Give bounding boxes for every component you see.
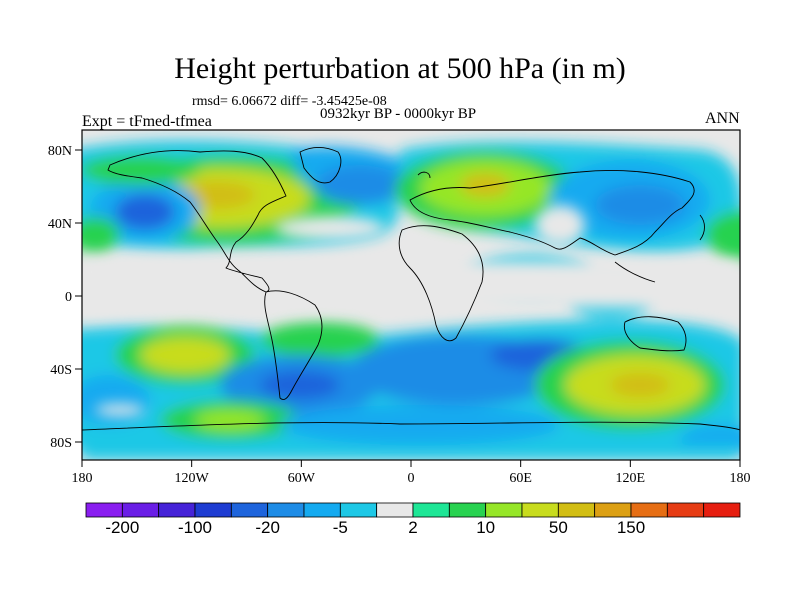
longitude-axis: 180 120W 60W 0 60E 120E 180: [72, 460, 751, 486]
colorbar-swatch: [485, 502, 523, 518]
lat-label: 40S: [50, 363, 72, 378]
colorbar-swatch: [194, 502, 232, 518]
colorbar: -200 -100 -20 -5 2 10 50 150: [85, 502, 741, 537]
colorbar-label: -200: [105, 518, 139, 537]
colorbar-swatch: [448, 502, 487, 518]
stats-label: rmsd= 6.06672 diff= -3.45425e-08: [192, 94, 387, 109]
lon-label: 120E: [616, 471, 646, 486]
colorbar-label: -20: [255, 518, 280, 537]
colorbar-swatch: [267, 502, 305, 518]
colorbar-swatch: [630, 502, 668, 518]
colorbar-swatch: [412, 502, 450, 518]
colorbar-swatch: [594, 502, 632, 518]
colorbar-swatch: [376, 502, 414, 518]
plot-title: Height perturbation at 500 hPa (in m): [174, 52, 626, 85]
lat-label: 80N: [48, 144, 72, 159]
lon-label: 0: [408, 471, 415, 486]
contour-field: [82, 130, 740, 460]
colorbar-label: 150: [617, 518, 645, 537]
colorbar-label: 50: [549, 518, 568, 537]
lon-label: 60W: [288, 471, 316, 486]
lon-label: 180: [730, 471, 751, 486]
colorbar-swatch: [85, 502, 123, 518]
colorbar-swatch: [521, 502, 559, 518]
colorbar-label: 2: [408, 518, 417, 537]
colorbar-label: 10: [476, 518, 495, 537]
colorbar-swatch: [557, 502, 596, 518]
colorbar-swatch: [339, 502, 378, 518]
lat-label: 40N: [48, 217, 72, 232]
lat-label: 80S: [50, 436, 72, 451]
colorbar-swatch: [303, 502, 341, 518]
lon-label: 120W: [175, 471, 210, 486]
season-label: ANN: [705, 110, 740, 127]
lon-label: 180: [72, 471, 93, 486]
contour-blobs: [82, 140, 740, 460]
experiment-label: Expt = tFmed-tfmea: [82, 113, 212, 130]
neutral-bands: [82, 205, 740, 416]
colorbar-label: -5: [333, 518, 348, 537]
colorbar-swatch: [230, 502, 269, 518]
colorbar-label: -100: [178, 518, 212, 537]
period-label: 0932kyr BP - 0000kyr BP: [320, 106, 477, 122]
colorbar-swatch: [703, 502, 741, 518]
latitude-axis: 80N 40N 0 40S 80S: [48, 144, 82, 451]
colorbar-swatch: [121, 502, 160, 518]
colorbar-swatch: [666, 502, 705, 518]
lon-label: 60E: [509, 471, 532, 486]
colorbar-swatch: [158, 502, 196, 518]
coastlines: [82, 147, 740, 431]
lat-label: 0: [65, 290, 72, 305]
